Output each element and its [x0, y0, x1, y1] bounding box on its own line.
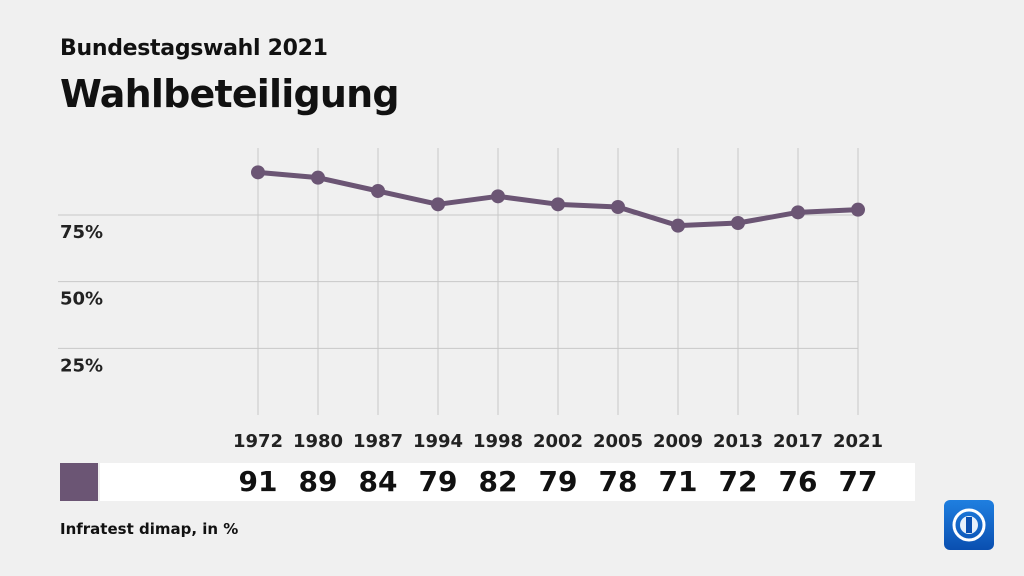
data-value-label: 84: [358, 465, 398, 498]
x-tick-label: 2002: [533, 431, 583, 452]
x-tick-label: 1972: [233, 431, 283, 452]
data-point: [851, 202, 865, 217]
chart-title: Wahlbeteiligung: [60, 72, 400, 116]
data-value-label: 78: [598, 465, 638, 498]
data-point: [551, 197, 565, 212]
data-value-label: 72: [718, 465, 758, 498]
x-tick-label: 2021: [833, 431, 883, 452]
data-point: [431, 197, 445, 212]
data-point: [731, 216, 745, 230]
data-point: [491, 189, 505, 204]
data-point: [371, 184, 385, 198]
x-tick-label: 1994: [413, 431, 463, 452]
data-value-label: 77: [838, 465, 878, 498]
value-strip: [100, 463, 915, 501]
data-value-label: 76: [778, 465, 818, 498]
x-tick-label: 2005: [593, 431, 643, 452]
x-axis-ticks: 1972 1980 1987 1994 1998 2002 2005 2009 2013 2017…: [233, 431, 883, 452]
y-tick-label: 50%: [60, 289, 103, 310]
x-tick-label: 1987: [353, 431, 403, 452]
data-point: [611, 200, 625, 214]
data-value-label: 79: [418, 465, 458, 498]
data-value-label: 71: [658, 465, 698, 498]
y-axis-ticks: 25% 50% 75%: [60, 222, 103, 376]
source-note: Infratest dimap, in %: [60, 520, 239, 538]
y-tick-label: 75%: [60, 222, 103, 243]
chart-subtitle: Bundestagswahl 2021: [60, 36, 328, 61]
x-tick-label: 1998: [473, 431, 523, 452]
tagesschau-logo-icon: [944, 500, 994, 550]
grid-layer: [58, 148, 859, 415]
x-tick-label: 1980: [293, 431, 343, 452]
x-tick-label: 2009: [653, 431, 703, 452]
x-tick-label: 2017: [773, 431, 823, 452]
data-point: [671, 218, 685, 233]
data-point: [311, 170, 325, 185]
series-legend-swatch: [60, 463, 98, 501]
x-tick-label: 2013: [713, 431, 763, 452]
data-point: [791, 205, 805, 220]
data-value-label: 79: [538, 465, 578, 498]
data-value-label: 82: [478, 465, 518, 498]
y-tick-label: 25%: [60, 355, 103, 376]
data-value-label: 89: [298, 465, 338, 498]
data-point: [251, 165, 265, 180]
data-value-label: 91: [238, 465, 278, 498]
series-layer: [251, 165, 865, 233]
